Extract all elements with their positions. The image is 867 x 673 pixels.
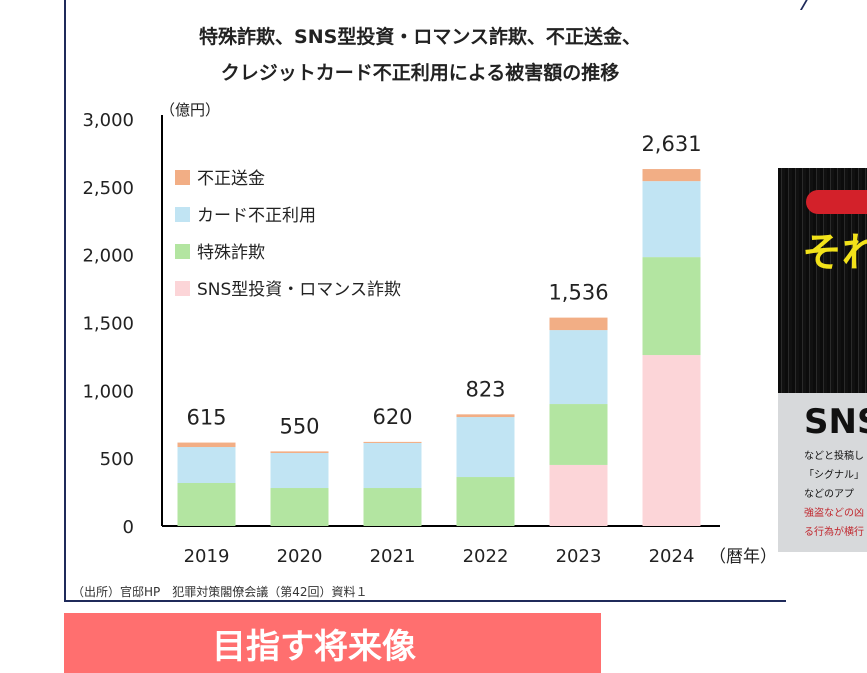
banner-label: 目指す将来像 [212,627,416,667]
x-tick-label: 2020 [277,546,323,567]
x-tick-label: 2022 [463,546,509,567]
bar-segment-2021-1 [363,488,422,526]
y-tick-label: 1,000 [82,381,134,402]
poster-line: 「シグナル」 [804,470,864,481]
y-axis-unit: （億円） [160,101,220,119]
poster-line: る行為が横行 [804,527,864,538]
bar-segment-2024-3 [642,169,701,182]
bar-segment-2021-2 [363,442,422,489]
legend-label: 特殊詐欺 [197,243,265,263]
bar-segment-2020-1 [270,488,329,526]
legend-swatch [175,170,190,185]
y-tick-label: 2,500 [82,178,134,199]
total-label: 620 [372,405,412,429]
bar-segment-2023-3 [549,317,608,331]
x-tick-label: 2024 [649,546,695,567]
x-tick-label: 2023 [556,546,602,567]
chart-title-line-1: 特殊詐欺、SNS型投資・ロマンス詐欺、不正送金、 [199,26,641,48]
legend-swatch [175,207,190,222]
bar-segment-2022-2 [456,417,515,478]
total-label: 615 [186,406,226,430]
poster-headline: それ [802,230,867,276]
y-tick-label: 500 [100,449,134,470]
bar-segment-2021-3 [363,441,422,443]
stacked-bar-chart: 0 500 1,000 1,500 2,000 2,500 3,000 （億円） 615 201… [82,101,777,567]
poster-line: などと投稿し [804,451,864,462]
bar-segment-2019-1 [177,482,236,526]
bar-segment-2019-2 [177,447,236,483]
chart-title-line-2: クレジットカード不正利用による被害額の推移 [220,62,620,84]
bar-segment-2022-3 [456,414,515,418]
x-tick-label: 2021 [370,546,416,567]
legend-swatch [175,244,190,259]
side-poster-image: それ 「 SNS などと投稿し 「シグナル」 などのアプ 強盗などの凶 る行為が… [778,168,867,552]
poster-line: などのアプ [804,489,854,500]
poster-red-label [806,190,867,214]
poster-line: 強盗などの凶 [804,508,864,519]
x-axis-unit: （暦年） [709,547,777,567]
total-label: 2,631 [641,132,701,156]
y-tick-label: 0 [123,517,134,538]
legend-label: SNS型投資・ロマンス詐欺 [197,280,401,300]
y-tick-label: 1,500 [82,314,134,335]
legend-swatch [175,281,190,296]
bar-segment-2023-0 [549,464,608,526]
bar-segment-2019-3 [177,442,236,448]
total-label: 823 [465,377,505,401]
y-tick-label: 3,000 [82,110,134,131]
total-label: 1,536 [548,281,608,305]
slide-frame [64,0,786,602]
bar-segment-2023-2 [549,330,608,405]
bar-segment-2024-0 [642,355,701,526]
legend-label: カード不正利用 [197,206,316,226]
y-tick-label: 2,000 [82,246,134,267]
bar-segment-2020-2 [270,453,329,489]
poster-headline-2: 「 [858,318,867,376]
bar-segment-2024-2 [642,181,701,258]
total-label: 550 [279,414,319,438]
x-tick-label: 2019 [184,546,230,567]
poster-subhead: SNS [804,402,867,442]
bar-segment-2022-1 [456,477,515,526]
bar-segment-2023-1 [549,404,608,465]
legend-label: 不正送金 [197,169,265,189]
source-note: （出所）官邸HP 犯罪対策閣僚会議（第42回）資料１ [72,585,368,599]
bar-segment-2024-1 [642,257,701,356]
bar-segment-2020-3 [270,451,329,454]
future-vision-banner: 目指す将来像 [64,613,601,673]
